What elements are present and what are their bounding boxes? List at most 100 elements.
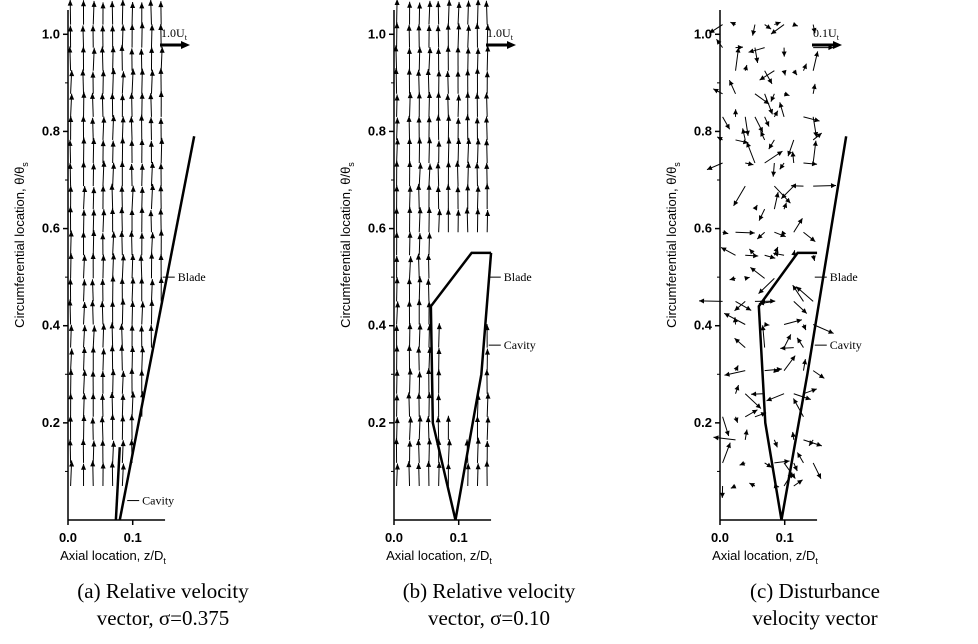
velocity-vector-head — [485, 392, 491, 399]
velocity-vector-head — [139, 138, 145, 145]
disturbance-vector-head — [751, 391, 757, 397]
velocity-vector-head — [407, 323, 413, 330]
velocity-vector-head — [455, 209, 461, 216]
disturbance-vector-head — [792, 285, 798, 291]
disturbance-vector-head — [743, 429, 749, 435]
velocity-vector-head — [109, 183, 115, 190]
y-axis-label: Circumferential location, θ/θs — [12, 162, 30, 328]
velocity-vector-head — [91, 163, 97, 170]
velocity-vector-head — [484, 162, 490, 169]
velocity-vector-head — [67, 299, 73, 306]
velocity-vector-head — [445, 183, 451, 190]
disturbance-vector-head — [790, 431, 796, 438]
velocity-vector-head — [394, 277, 400, 284]
disturbance-vector-head — [760, 131, 765, 137]
disturbance-vector-head — [771, 29, 777, 35]
velocity-vector-head — [475, 437, 481, 444]
velocity-vector-head — [427, 47, 433, 54]
velocity-vector-head — [68, 324, 74, 331]
disturbance-vector-head — [792, 69, 797, 76]
velocity-vector-head — [426, 25, 432, 32]
velocity-vector-head — [119, 161, 125, 168]
velocity-vector-head — [417, 137, 423, 144]
velocity-vector-head — [159, 46, 165, 53]
blade-line — [780, 136, 848, 521]
velocity-vector-head — [456, 138, 462, 145]
velocity-vector-head — [81, 209, 87, 216]
velocity-vector-head — [416, 346, 422, 353]
velocity-vector-head — [484, 183, 490, 190]
disturbance-vector-head — [780, 345, 786, 351]
velocity-vector-head — [394, 369, 400, 376]
velocity-vector-head — [474, 117, 480, 124]
velocity-vector-head — [67, 439, 73, 446]
disturbance-vector-head — [752, 204, 758, 211]
velocity-vector-head — [129, 414, 135, 421]
disturbance-vector-head — [797, 452, 803, 459]
velocity-vector-head — [100, 254, 106, 261]
velocity-vector-head — [120, 116, 126, 123]
velocity-vector-head — [69, 460, 75, 467]
disturbance-vector-head — [791, 250, 797, 256]
disturbance-vector-head — [733, 365, 739, 371]
velocity-vector-head — [407, 137, 413, 144]
velocity-vector-head — [435, 162, 441, 169]
x-tick-label: 0.0 — [385, 530, 403, 545]
velocity-vector-head — [139, 114, 145, 121]
velocity-vector-head — [138, 48, 144, 55]
velocity-vector-head — [445, 70, 451, 77]
disturbance-vector-head — [802, 63, 807, 70]
disturbance-vector-head — [722, 229, 729, 235]
velocity-vector-head — [417, 2, 423, 9]
velocity-vector-head — [394, 463, 400, 470]
velocity-vector-head — [394, 231, 400, 238]
reference-vector-head — [181, 41, 190, 49]
disturbance-vector-head — [748, 48, 755, 54]
velocity-vector-head — [129, 139, 135, 146]
disturbance-vector-head — [733, 109, 739, 115]
velocity-vector-head — [445, 45, 451, 52]
velocity-vector-head — [158, 185, 164, 192]
blade-line — [118, 136, 196, 521]
velocity-vector-head — [91, 47, 97, 54]
y-tick-label: 0.4 — [368, 318, 387, 333]
disturbance-vector-head — [750, 267, 756, 273]
disturbance-vector-head — [805, 395, 811, 401]
velocity-vector-head — [67, 139, 73, 146]
y-tick-label: 0.6 — [42, 221, 60, 236]
velocity-vector-head — [485, 416, 491, 423]
disturbance-vector-head — [811, 27, 817, 34]
velocity-vector-head — [101, 160, 107, 167]
velocity-vector-head — [68, 393, 74, 400]
velocity-vector-head — [80, 69, 86, 76]
velocity-vector-head — [394, 185, 400, 192]
velocity-vector-head — [437, 209, 443, 216]
velocity-vector-head — [406, 68, 412, 75]
velocity-vector-head — [475, 0, 481, 6]
velocity-vector-head — [394, 417, 400, 424]
disturbance-vector-head — [713, 435, 719, 441]
disturbance-vector-head — [816, 441, 822, 447]
disturbance-vector-head — [719, 492, 725, 498]
velocity-vector-head — [427, 232, 433, 239]
velocity-vector-head — [455, 46, 461, 53]
velocity-vector-head — [393, 438, 399, 445]
velocity-vector-head — [474, 67, 480, 74]
velocity-vector-head — [465, 69, 471, 76]
velocity-vector-head — [90, 253, 96, 260]
reference-vector-head — [833, 41, 842, 49]
velocity-vector-head — [407, 368, 413, 375]
velocity-vector-head — [158, 163, 164, 170]
velocity-vector-head — [68, 230, 74, 237]
velocity-vector-head — [406, 278, 412, 285]
velocity-vector-head — [90, 300, 96, 307]
velocity-vector-head — [427, 137, 433, 144]
disturbance-vector-head — [790, 183, 797, 189]
velocity-vector-head — [465, 161, 471, 168]
velocity-vector-head — [436, 323, 442, 330]
disturbance-vector-head — [797, 479, 803, 485]
annotation-cavity: Cavity — [504, 338, 536, 352]
y-tick-label: 0.8 — [368, 123, 386, 138]
x-axis-label: Axial location, z/Dt — [386, 548, 492, 566]
velocity-vector-head — [445, 93, 451, 100]
